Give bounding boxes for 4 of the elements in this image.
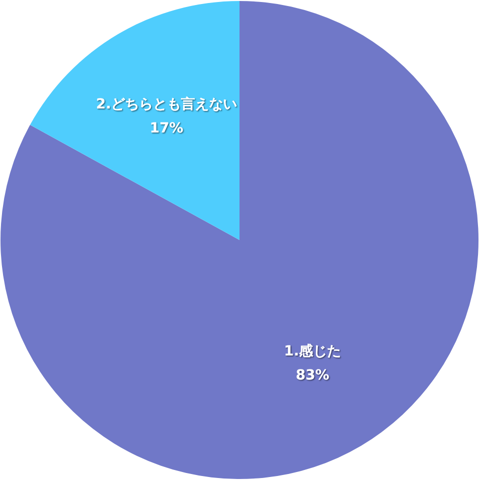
data-label: 83%	[296, 367, 330, 384]
slice-label: 2.どちらとも言えない	[96, 96, 238, 113]
data-label: 17%	[150, 120, 184, 137]
slice-label: 1.感じた	[284, 343, 342, 360]
